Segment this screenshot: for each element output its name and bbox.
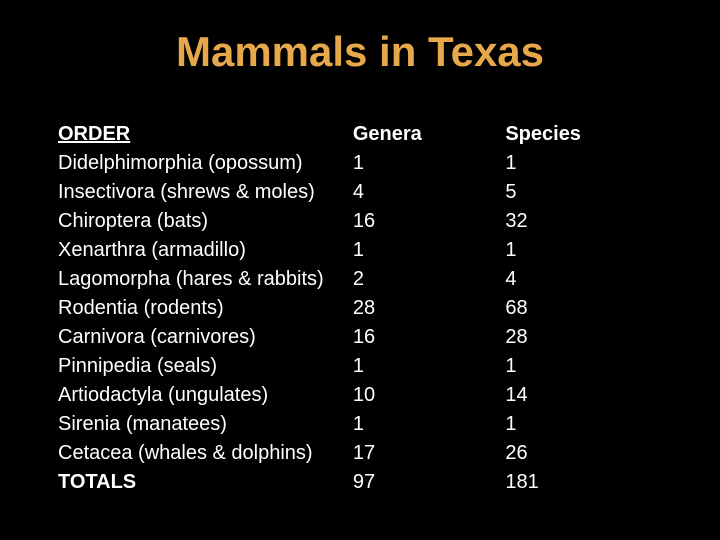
cell-genera: 1 bbox=[353, 149, 506, 178]
cell-species: 32 bbox=[505, 207, 668, 236]
table-row: Sirenia (manatees)11 bbox=[58, 410, 668, 439]
cell-species: 1 bbox=[505, 236, 668, 265]
table-row: Lagomorpha (hares & rabbits)24 bbox=[58, 265, 668, 294]
cell-order: Xenarthra (armadillo) bbox=[58, 236, 353, 265]
cell-genera: 4 bbox=[353, 178, 506, 207]
cell-order: Didelphimorphia (opossum) bbox=[58, 149, 353, 178]
table-row: Artiodactyla (ungulates)1014 bbox=[58, 381, 668, 410]
totals-genera: 97 bbox=[353, 468, 506, 497]
header-order: ORDER bbox=[58, 120, 353, 149]
cell-species: 26 bbox=[505, 439, 668, 468]
cell-order: Sirenia (manatees) bbox=[58, 410, 353, 439]
slide-title: Mammals in Texas bbox=[0, 28, 720, 76]
table-row: Chiroptera (bats)1632 bbox=[58, 207, 668, 236]
totals-species: 181 bbox=[505, 468, 668, 497]
table-container: ORDERGeneraSpeciesDidelphimorphia (oposs… bbox=[58, 120, 668, 497]
table-row: Didelphimorphia (opossum)11 bbox=[58, 149, 668, 178]
cell-order: Rodentia (rodents) bbox=[58, 294, 353, 323]
cell-genera: 2 bbox=[353, 265, 506, 294]
cell-species: 1 bbox=[505, 410, 668, 439]
cell-genera: 17 bbox=[353, 439, 506, 468]
cell-genera: 1 bbox=[353, 410, 506, 439]
cell-species: 1 bbox=[505, 352, 668, 381]
mammals-table: ORDERGeneraSpeciesDidelphimorphia (oposs… bbox=[58, 120, 668, 497]
cell-genera: 16 bbox=[353, 207, 506, 236]
cell-order: Cetacea (whales & dolphins) bbox=[58, 439, 353, 468]
cell-order: Artiodactyla (ungulates) bbox=[58, 381, 353, 410]
table-row: Carnivora (carnivores)1628 bbox=[58, 323, 668, 352]
totals-order: TOTALS bbox=[58, 468, 353, 497]
cell-species: 14 bbox=[505, 381, 668, 410]
slide: Mammals in Texas ORDERGeneraSpeciesDidel… bbox=[0, 0, 720, 540]
cell-order: Insectivora (shrews & moles) bbox=[58, 178, 353, 207]
table-row: Insectivora (shrews & moles)45 bbox=[58, 178, 668, 207]
table-row: Cetacea (whales & dolphins)1726 bbox=[58, 439, 668, 468]
table-row: Pinnipedia (seals)11 bbox=[58, 352, 668, 381]
cell-genera: 28 bbox=[353, 294, 506, 323]
table-row: Rodentia (rodents)2868 bbox=[58, 294, 668, 323]
cell-order: Chiroptera (bats) bbox=[58, 207, 353, 236]
cell-species: 5 bbox=[505, 178, 668, 207]
cell-genera: 10 bbox=[353, 381, 506, 410]
header-species: Species bbox=[505, 120, 668, 149]
cell-genera: 1 bbox=[353, 236, 506, 265]
cell-species: 1 bbox=[505, 149, 668, 178]
cell-species: 28 bbox=[505, 323, 668, 352]
cell-order: Lagomorpha (hares & rabbits) bbox=[58, 265, 353, 294]
cell-order: Carnivora (carnivores) bbox=[58, 323, 353, 352]
cell-genera: 16 bbox=[353, 323, 506, 352]
table-row: Xenarthra (armadillo)11 bbox=[58, 236, 668, 265]
table-totals-row: TOTALS97181 bbox=[58, 468, 668, 497]
cell-species: 4 bbox=[505, 265, 668, 294]
header-genera: Genera bbox=[353, 120, 506, 149]
table-header-row: ORDERGeneraSpecies bbox=[58, 120, 668, 149]
cell-genera: 1 bbox=[353, 352, 506, 381]
cell-order: Pinnipedia (seals) bbox=[58, 352, 353, 381]
cell-species: 68 bbox=[505, 294, 668, 323]
